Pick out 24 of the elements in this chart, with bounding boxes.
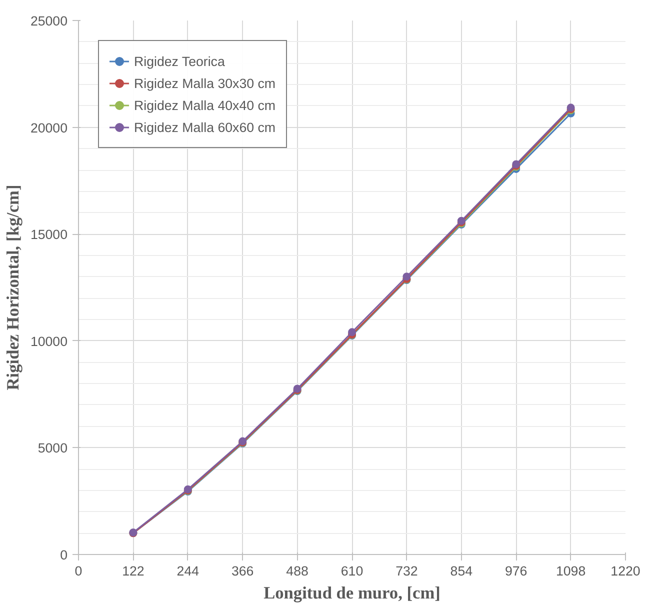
x-tick-label: 122 xyxy=(122,564,144,578)
x-tick-label: 488 xyxy=(286,564,308,578)
legend-label: Rigidez Malla 60x60 cm xyxy=(134,120,276,134)
x-tick-label: 366 xyxy=(231,564,254,578)
y-tick-label: 5000 xyxy=(38,440,68,456)
legend-label: Rigidez Teorica xyxy=(134,54,225,68)
y-tick-label: 25000 xyxy=(30,14,68,28)
x-tick-label: 1220 xyxy=(610,564,640,578)
x-tick-label: 244 xyxy=(176,564,200,578)
x-tick-label: 0 xyxy=(74,564,82,578)
y-tick-label: 0 xyxy=(60,548,68,562)
y-tick-label: 15000 xyxy=(30,227,68,242)
point xyxy=(348,328,356,336)
x-tick-label: 610 xyxy=(340,564,364,578)
x-tick-label: 976 xyxy=(504,564,528,578)
y-tick-label: 10000 xyxy=(30,334,68,349)
x-tick-label: 854 xyxy=(450,564,474,578)
x-tick-label: 732 xyxy=(396,564,418,578)
x-axis-title: Longitud de muro, [cm] xyxy=(264,584,440,602)
legend-label: Rigidez Malla 30x30 cm xyxy=(134,76,276,90)
y-tick-label: 20000 xyxy=(30,120,68,136)
x-tick-label: 1098 xyxy=(556,564,586,578)
legend-label: Rigidez Malla 40x40 cm xyxy=(134,98,276,112)
y-axis-title: Rigidez Horizontal, [kg/cm] xyxy=(3,184,22,390)
